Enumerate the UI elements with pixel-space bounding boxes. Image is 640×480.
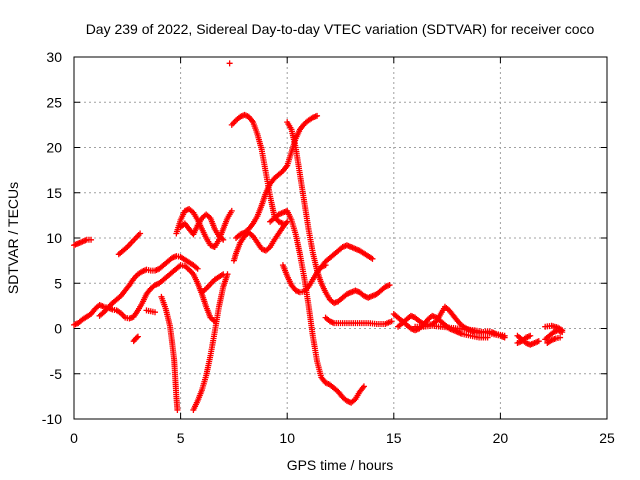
series-arc-3 bbox=[96, 253, 201, 319]
data-point bbox=[386, 282, 393, 289]
y-tick-label: 30 bbox=[46, 49, 62, 65]
x-tick-label: 25 bbox=[599, 430, 615, 446]
series-arc-7 bbox=[158, 293, 181, 413]
data-point bbox=[535, 338, 542, 345]
data-point bbox=[314, 112, 321, 119]
x-tick-label: 20 bbox=[493, 430, 509, 446]
data-point bbox=[557, 334, 564, 341]
data-point bbox=[194, 265, 201, 272]
y-tick-label: 5 bbox=[54, 275, 62, 291]
x-axis: 0 5 10 15 20 25 bbox=[70, 57, 615, 446]
series-arc-12 bbox=[226, 60, 233, 67]
y-axis-label: SDTVAR / TECUs bbox=[5, 182, 21, 294]
x-tick-label: 0 bbox=[70, 430, 78, 446]
data-point bbox=[152, 309, 159, 316]
y-tick-label: 10 bbox=[46, 230, 62, 246]
data-point bbox=[226, 60, 233, 67]
x-tick-label: 15 bbox=[386, 430, 402, 446]
series-arc-20 bbox=[322, 314, 395, 327]
y-tick-label: -10 bbox=[42, 411, 62, 427]
series-arc-4 bbox=[115, 230, 144, 258]
series-arc-18 bbox=[284, 119, 393, 307]
data-point bbox=[559, 327, 566, 334]
data-point bbox=[220, 236, 227, 243]
data-points bbox=[71, 60, 566, 413]
series-arc-27 bbox=[544, 334, 564, 346]
data-point bbox=[527, 332, 534, 339]
series-arc-23 bbox=[412, 322, 508, 341]
data-point bbox=[88, 236, 95, 243]
series-arc-5 bbox=[130, 333, 141, 345]
chart-title: Day 239 of 2022, Sidereal Day-to-day VTE… bbox=[86, 21, 595, 37]
data-point bbox=[220, 271, 227, 278]
series-arc-8 bbox=[173, 206, 235, 251]
data-point bbox=[228, 207, 235, 214]
series-arc-16 bbox=[267, 207, 367, 406]
x-tick-label: 5 bbox=[177, 430, 185, 446]
data-point bbox=[174, 406, 181, 413]
y-tick-label: -5 bbox=[50, 366, 63, 382]
y-tick-label: 20 bbox=[46, 140, 62, 156]
y-axis: -10 -5 0 5 10 15 20 25 30 bbox=[42, 49, 607, 427]
data-point bbox=[369, 255, 376, 262]
y-tick-label: 15 bbox=[46, 185, 62, 201]
data-point bbox=[137, 230, 144, 237]
data-point bbox=[134, 333, 141, 340]
data-point bbox=[360, 383, 367, 390]
data-point bbox=[133, 334, 140, 341]
grid-lines bbox=[74, 57, 607, 419]
series-arc-13 bbox=[228, 111, 286, 227]
series-arc-28 bbox=[542, 322, 566, 334]
series-arc-1 bbox=[71, 236, 95, 249]
series-arc-19 bbox=[318, 242, 376, 270]
series-arc-14 bbox=[230, 218, 291, 264]
data-point bbox=[501, 334, 508, 341]
y-tick-label: 25 bbox=[46, 94, 62, 110]
data-point bbox=[388, 318, 395, 325]
x-tick-label: 10 bbox=[279, 430, 295, 446]
series-arc-6 bbox=[143, 307, 159, 316]
y-tick-label: 0 bbox=[54, 321, 62, 337]
x-axis-label: GPS time / hours bbox=[287, 457, 394, 473]
series-arc-11 bbox=[198, 271, 227, 296]
series-arc-10 bbox=[177, 211, 227, 243]
series-arc-2 bbox=[71, 262, 218, 328]
series-arc-25 bbox=[514, 332, 534, 346]
